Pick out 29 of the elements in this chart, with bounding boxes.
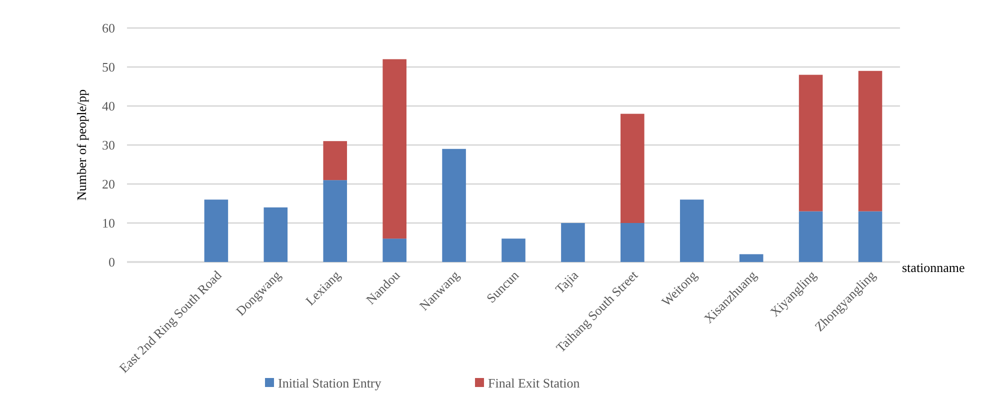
bar — [323, 180, 348, 262]
legend-label: Final Exit Station — [488, 376, 580, 391]
bar — [680, 200, 704, 262]
y-axis-title: Number of people/pp — [74, 89, 89, 201]
legend-label: Initial Station Entry — [278, 376, 382, 391]
bar — [442, 148, 466, 262]
bar — [620, 114, 644, 223]
bar — [382, 59, 406, 239]
bar — [561, 223, 585, 262]
bar — [798, 211, 823, 262]
bar — [323, 141, 348, 180]
y-tick-label: 0 — [108, 254, 115, 270]
bar — [264, 207, 288, 262]
y-tick-label: 10 — [102, 216, 115, 231]
y-tick-label: 50 — [102, 60, 115, 75]
y-tick-label: 20 — [102, 176, 115, 192]
bar — [620, 223, 644, 262]
bar — [502, 238, 526, 262]
y-tick-label: 40 — [102, 98, 115, 114]
bar — [382, 238, 406, 262]
y-tick-label: 60 — [102, 20, 115, 36]
x-tick-label: Tajia — [552, 267, 582, 296]
bar — [204, 200, 228, 262]
y-tick-label: 30 — [102, 138, 115, 153]
x-axis-title: stationname — [902, 260, 966, 275]
bar — [858, 211, 882, 262]
bar — [739, 254, 764, 262]
bar — [798, 74, 823, 212]
bar — [858, 70, 882, 212]
